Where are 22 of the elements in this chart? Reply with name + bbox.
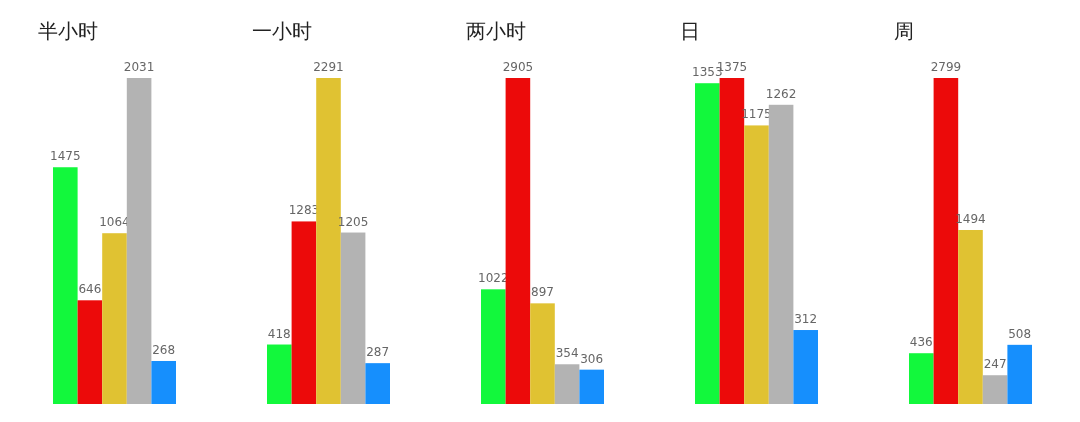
chart-title: 半小时 xyxy=(38,19,98,43)
data-label: 287 xyxy=(366,345,390,360)
data-label: 2031 xyxy=(123,60,155,74)
data-label: 1475 xyxy=(50,149,81,164)
data-label: 2905 xyxy=(502,60,534,74)
data-label: 418 xyxy=(267,326,291,341)
data-label: 2291 xyxy=(313,60,344,74)
chart-title: 周 xyxy=(894,19,914,43)
data-label: 436 xyxy=(909,335,933,350)
data-label: 2799 xyxy=(930,60,962,74)
chart-title: 两小时 xyxy=(466,19,526,43)
data-label: 247 xyxy=(983,357,1007,372)
data-label: 312 xyxy=(794,312,818,327)
data-label: 1262 xyxy=(765,86,797,101)
data-label: 508 xyxy=(1008,326,1032,341)
chart-title: 一小时 xyxy=(252,19,312,43)
data-label: 306 xyxy=(580,351,604,366)
data-label: 268 xyxy=(152,342,176,357)
chart-title: 日 xyxy=(680,19,700,43)
data-label: 897 xyxy=(531,285,554,300)
data-label: 354 xyxy=(555,346,579,361)
data-label: 646 xyxy=(78,282,102,297)
